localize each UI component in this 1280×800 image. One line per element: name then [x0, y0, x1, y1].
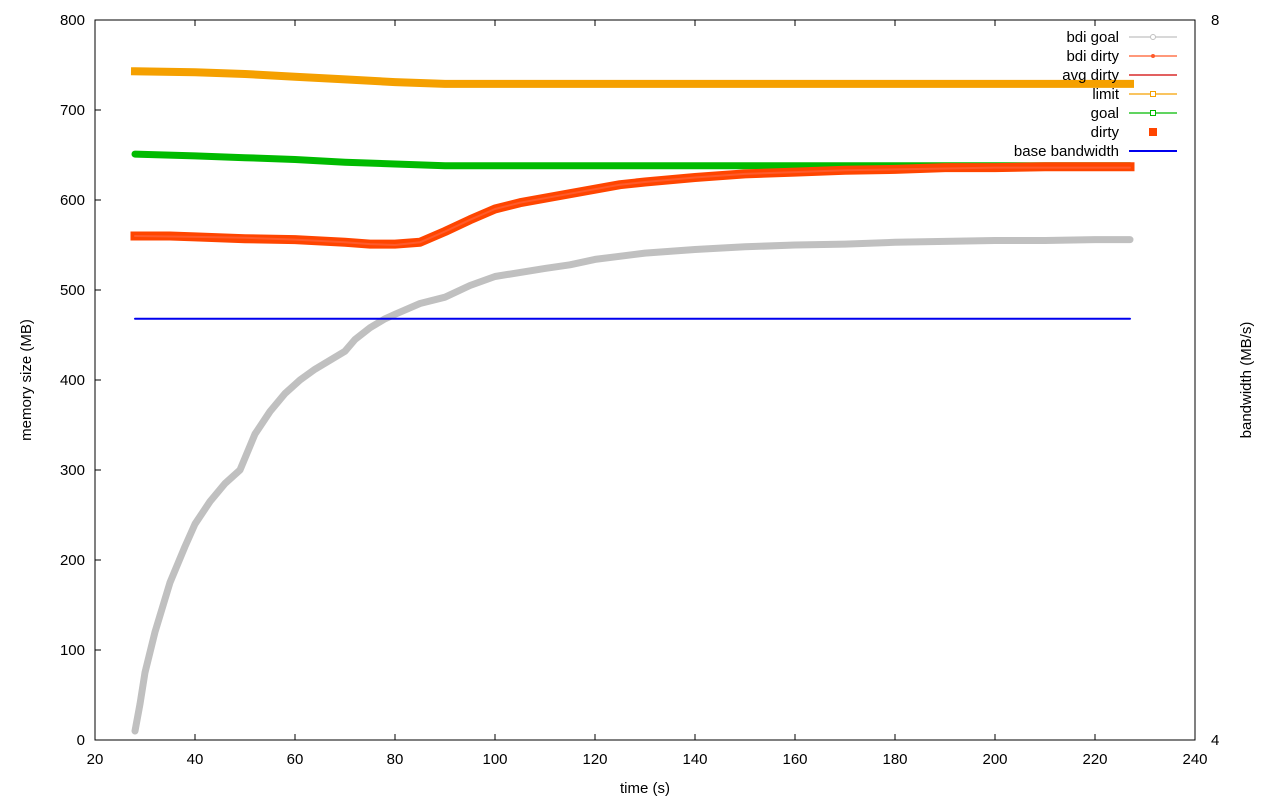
legend-label-goal: goal [1091, 105, 1119, 122]
x-tick-label: 180 [882, 751, 907, 768]
plot-frame [94, 19, 1196, 741]
x-axis-title: time (s) [620, 780, 670, 797]
legend-label-avg-dirty: avg dirty [1062, 67, 1119, 84]
x-tick-label: 100 [482, 751, 507, 768]
y-tick-label: 600 [60, 192, 85, 209]
legend-marker-goal [1150, 110, 1156, 116]
y-tick-label: 0 [77, 732, 85, 749]
series-bdi-dirty-line [134, 166, 1131, 246]
x-tick-label: 200 [982, 751, 1007, 768]
legend-label-bdi-dirty: bdi dirty [1066, 48, 1119, 65]
ticks-layer: 20 40 60 80 100 120 140 160 180 200 220 240 0 100 200 3… [60, 12, 1219, 768]
y-axis-title: memory size (MB) [18, 319, 35, 441]
x-tick-label: 240 [1182, 751, 1207, 768]
legend-marker-bdi-dirty [1151, 54, 1155, 58]
y-tick-label: 400 [60, 372, 85, 389]
x-tick-label: 160 [782, 751, 807, 768]
legend-label-base-bandwidth: base bandwidth [1014, 143, 1119, 160]
y-tick-label: 500 [60, 282, 85, 299]
legend: bdi goal bdi dirty avg dirty limit goal dirty… [1014, 29, 1177, 160]
legend-label-dirty: dirty [1091, 124, 1120, 141]
y-tick-label: 700 [60, 102, 85, 119]
y2-axis-title: bandwidth (MB/s) [1238, 322, 1255, 439]
series-dirty-line [130, 162, 1135, 249]
y2-tick-label: 8 [1211, 12, 1219, 29]
x-tick-label: 220 [1082, 751, 1107, 768]
x-tick-label: 120 [582, 751, 607, 768]
series-limit-line [130, 67, 1134, 88]
legend-marker-limit [1150, 91, 1156, 97]
legend-label-limit: limit [1092, 86, 1119, 103]
y2-tick-label: 4 [1211, 732, 1219, 749]
x-tick-label: 20 [87, 751, 104, 768]
legend-marker-dirty [1149, 128, 1157, 136]
y-tick-label: 300 [60, 462, 85, 479]
x-tick-label: 40 [187, 751, 204, 768]
series-bdi-goal-line [131, 236, 1134, 735]
series-layer [130, 67, 1135, 735]
y-tick-label: 100 [60, 642, 85, 659]
x-tick-label: 140 [682, 751, 707, 768]
x-tick-label: 80 [387, 751, 404, 768]
y-tick-label: 800 [60, 12, 85, 29]
y-tick-label: 200 [60, 552, 85, 569]
legend-label-bdi-goal: bdi goal [1066, 29, 1119, 46]
x-tick-label: 60 [287, 751, 304, 768]
legend-marker-bdi-goal [1150, 34, 1156, 40]
